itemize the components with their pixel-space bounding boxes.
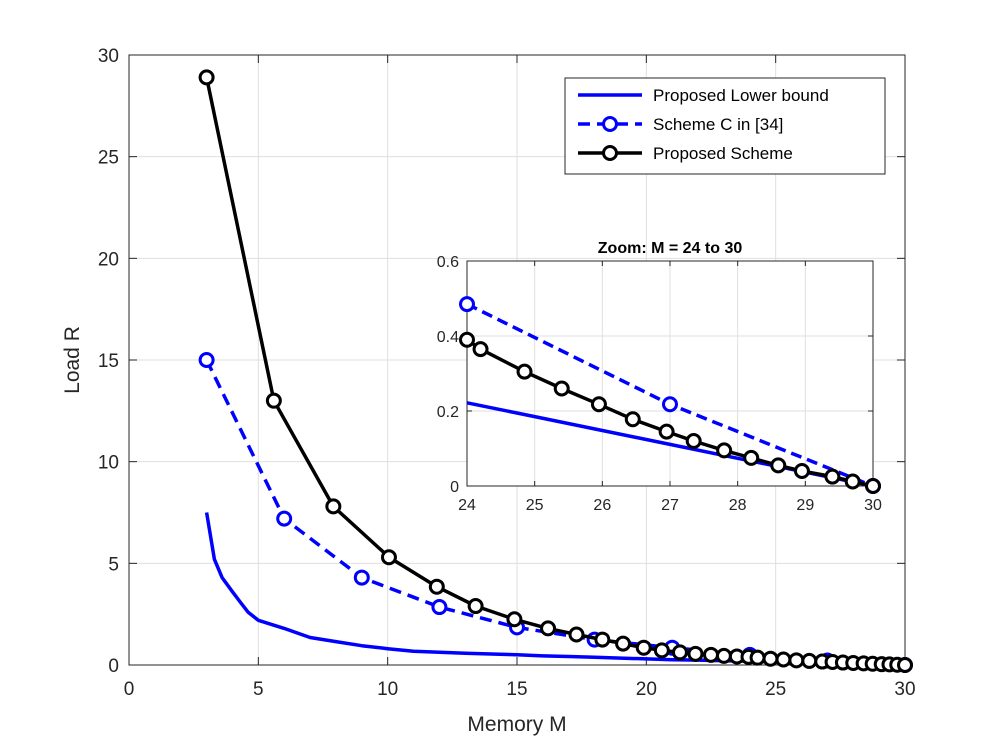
inset-tick-label-x: 28	[729, 497, 747, 514]
inset-data-point	[658, 423, 675, 440]
legend-label: Proposed Lower bound	[653, 86, 829, 105]
inset-data-point	[743, 449, 760, 466]
main-tick-label-x: 20	[636, 679, 657, 700]
inset-tick-label-x: 29	[796, 497, 814, 514]
main-tick-label-x: 10	[377, 679, 398, 700]
main-data-point	[506, 611, 523, 628]
inset-tick-label-x: 26	[593, 497, 611, 514]
x-axis-label: Memory M	[467, 713, 566, 736]
inset-tick-label-x: 24	[458, 497, 476, 514]
main-tick-label-y: 15	[98, 351, 119, 372]
inset-axes: 24 25 26 27 28 29 30 0 0.2 0.4 0.6	[437, 254, 882, 514]
main-tick-label-x: 0	[124, 679, 135, 700]
inset-data-point	[624, 411, 641, 428]
main-data-point	[265, 392, 282, 409]
main-tick-label-y: 0	[108, 656, 119, 677]
inset-data-point	[553, 380, 570, 397]
main-data-point	[715, 647, 732, 664]
legend-marker	[602, 145, 618, 161]
main-tick-label-y: 25	[98, 148, 119, 169]
main-data-point	[380, 549, 397, 566]
main-data-point	[653, 642, 670, 659]
inset-tick-label-y: 0.2	[437, 404, 459, 421]
inset-data-point	[770, 457, 787, 474]
main-data-point	[762, 650, 779, 667]
main-data-point	[198, 69, 215, 86]
main-data-point	[897, 657, 913, 673]
inset-data-point	[516, 363, 533, 380]
main-data-point	[594, 631, 611, 648]
main-data-point	[687, 645, 704, 662]
main-tick-label-y: 5	[108, 554, 119, 575]
inset-data-point	[662, 396, 678, 413]
main-tick-label-y: 10	[98, 453, 119, 474]
inset-tick-label-y: 0.6	[437, 254, 459, 271]
inset-data-point	[459, 331, 475, 348]
inset-title: Zoom: M = 24 to 30	[598, 240, 743, 257]
main-tick-label-y: 20	[98, 249, 119, 270]
main-tick-label-x: 30	[894, 679, 915, 700]
inset-data-point	[716, 442, 733, 459]
legend-marker	[602, 116, 618, 132]
main-data-point	[775, 651, 792, 668]
inset-tick-label-x: 27	[661, 497, 679, 514]
main-data-point	[467, 598, 484, 615]
main-data-point	[198, 352, 215, 368]
main-data-point	[703, 646, 719, 663]
main-data-point	[801, 652, 818, 669]
y-axis-label: Load R	[61, 326, 84, 394]
main-data-point	[431, 599, 448, 616]
main-data-point	[671, 644, 688, 661]
inset-data-point	[844, 473, 861, 490]
inset-data-point	[824, 468, 841, 485]
inset-tick-label-y: 0.4	[437, 329, 459, 346]
inset-data-point	[865, 478, 881, 494]
main-series-2	[198, 69, 913, 673]
inset-data-point	[793, 463, 810, 479]
inset-series-2	[459, 331, 881, 494]
main-tick-label-x: 25	[765, 679, 786, 700]
inset-data-point	[590, 396, 607, 413]
legend: Proposed Lower bound Scheme C in [34] Prop…	[564, 77, 886, 175]
main-data-point	[325, 498, 342, 515]
legend-label: Proposed Scheme	[653, 144, 793, 163]
legend-label: Scheme C in [34]	[653, 115, 783, 134]
main-data-point	[749, 649, 766, 666]
main-tick-label-x: 15	[506, 679, 527, 700]
inset-data-point	[459, 296, 475, 313]
main-data-point	[540, 620, 557, 637]
inset-tick-label-x: 30	[864, 497, 882, 514]
inset-data-point	[685, 433, 702, 449]
main-tick-label-y: 30	[98, 46, 119, 67]
main-data-point	[615, 635, 632, 652]
main-data-point	[788, 652, 805, 669]
inset-data-point	[472, 341, 489, 358]
inset-tick-label-x: 25	[526, 497, 544, 514]
main-data-point	[428, 578, 445, 595]
main-data-point	[353, 569, 370, 586]
main-data-point	[635, 639, 652, 656]
main-data-point	[276, 510, 293, 527]
main-tick-label-x: 5	[253, 679, 264, 700]
main-data-point	[568, 626, 585, 643]
inset-tick-label-y: 0	[450, 479, 459, 496]
